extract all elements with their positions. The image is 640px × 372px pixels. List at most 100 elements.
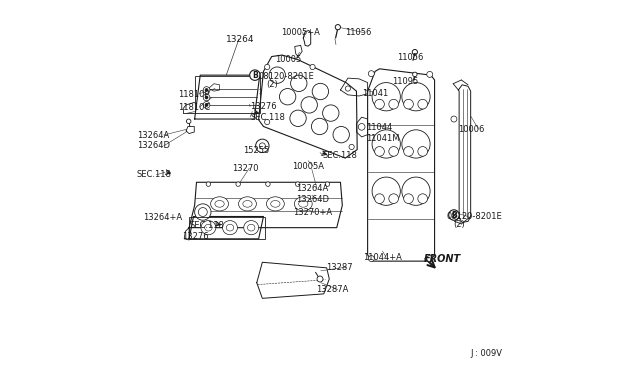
Circle shape bbox=[402, 83, 430, 111]
Circle shape bbox=[369, 256, 374, 262]
Polygon shape bbox=[257, 262, 330, 298]
Text: SEC.118: SEC.118 bbox=[323, 151, 358, 160]
Ellipse shape bbox=[211, 197, 228, 211]
Circle shape bbox=[312, 118, 328, 135]
Circle shape bbox=[186, 119, 191, 124]
Ellipse shape bbox=[294, 197, 312, 211]
Circle shape bbox=[358, 124, 365, 130]
Circle shape bbox=[205, 96, 208, 99]
Text: 11810P: 11810P bbox=[178, 90, 209, 99]
Circle shape bbox=[198, 208, 207, 217]
Circle shape bbox=[310, 64, 315, 70]
Circle shape bbox=[372, 177, 401, 205]
Circle shape bbox=[413, 72, 417, 77]
Ellipse shape bbox=[215, 201, 224, 207]
Polygon shape bbox=[356, 117, 367, 137]
Text: SEC.118: SEC.118 bbox=[189, 221, 224, 230]
Circle shape bbox=[269, 67, 285, 83]
Text: 13276: 13276 bbox=[250, 102, 276, 111]
Circle shape bbox=[317, 276, 323, 282]
Circle shape bbox=[259, 143, 266, 149]
Ellipse shape bbox=[239, 197, 257, 211]
Circle shape bbox=[404, 194, 413, 203]
Polygon shape bbox=[195, 75, 260, 119]
Text: 13264D: 13264D bbox=[137, 141, 170, 150]
Polygon shape bbox=[209, 84, 220, 91]
Circle shape bbox=[250, 70, 260, 80]
Text: 13287A: 13287A bbox=[316, 285, 349, 294]
Ellipse shape bbox=[227, 224, 234, 231]
Circle shape bbox=[418, 147, 428, 156]
Text: 11041: 11041 bbox=[362, 89, 388, 98]
Text: 13270: 13270 bbox=[232, 164, 259, 173]
Polygon shape bbox=[189, 182, 342, 228]
Text: (2): (2) bbox=[453, 220, 465, 229]
Polygon shape bbox=[458, 85, 470, 222]
Circle shape bbox=[418, 194, 428, 203]
Circle shape bbox=[255, 139, 269, 153]
Circle shape bbox=[291, 75, 307, 92]
Text: 13270+A: 13270+A bbox=[293, 208, 332, 217]
Circle shape bbox=[203, 94, 210, 101]
Text: 10005: 10005 bbox=[275, 55, 301, 64]
Circle shape bbox=[203, 87, 210, 93]
Text: B: B bbox=[252, 71, 258, 80]
Ellipse shape bbox=[271, 201, 280, 207]
Circle shape bbox=[427, 71, 433, 77]
Text: 08120-8201E: 08120-8201E bbox=[259, 72, 314, 81]
Circle shape bbox=[412, 49, 417, 55]
Text: B: B bbox=[451, 211, 457, 219]
Circle shape bbox=[449, 210, 459, 220]
Ellipse shape bbox=[266, 197, 284, 211]
Circle shape bbox=[404, 147, 413, 156]
Polygon shape bbox=[259, 55, 357, 158]
Ellipse shape bbox=[243, 201, 252, 207]
Polygon shape bbox=[367, 69, 435, 261]
Circle shape bbox=[404, 99, 413, 109]
Text: 13264A: 13264A bbox=[137, 131, 169, 140]
Circle shape bbox=[402, 177, 430, 205]
Circle shape bbox=[266, 182, 270, 186]
Circle shape bbox=[346, 86, 351, 91]
Bar bbox=[195, 76, 260, 113]
Circle shape bbox=[451, 116, 457, 122]
Circle shape bbox=[374, 147, 385, 156]
Text: 11056: 11056 bbox=[346, 28, 372, 37]
Text: 13264A: 13264A bbox=[296, 184, 328, 193]
Text: 13264: 13264 bbox=[226, 35, 254, 44]
Circle shape bbox=[349, 144, 354, 150]
Circle shape bbox=[389, 194, 399, 203]
Circle shape bbox=[325, 182, 330, 186]
Circle shape bbox=[264, 119, 270, 125]
Circle shape bbox=[195, 204, 211, 220]
Text: 08120-8201E: 08120-8201E bbox=[447, 212, 502, 221]
Text: SEC.118: SEC.118 bbox=[250, 113, 285, 122]
Circle shape bbox=[372, 130, 401, 158]
Circle shape bbox=[372, 83, 401, 111]
Circle shape bbox=[205, 103, 208, 106]
Text: 10005A: 10005A bbox=[292, 162, 324, 171]
Circle shape bbox=[389, 99, 399, 109]
Ellipse shape bbox=[299, 201, 308, 207]
Text: 11810C: 11810C bbox=[178, 103, 210, 112]
Polygon shape bbox=[303, 31, 310, 46]
Text: 11044: 11044 bbox=[365, 123, 392, 132]
Polygon shape bbox=[186, 126, 195, 134]
Polygon shape bbox=[340, 78, 367, 96]
Text: 11095: 11095 bbox=[392, 77, 419, 86]
Ellipse shape bbox=[248, 224, 255, 231]
Text: 13287: 13287 bbox=[326, 263, 353, 272]
Polygon shape bbox=[189, 217, 264, 239]
Text: 15255: 15255 bbox=[243, 146, 269, 155]
Text: J : 009V: J : 009V bbox=[470, 349, 502, 358]
Circle shape bbox=[264, 64, 270, 70]
Text: 11044+A: 11044+A bbox=[364, 253, 403, 262]
Ellipse shape bbox=[244, 221, 259, 235]
Text: 13276: 13276 bbox=[182, 232, 209, 241]
Circle shape bbox=[369, 71, 374, 77]
Circle shape bbox=[206, 182, 211, 186]
Polygon shape bbox=[294, 45, 302, 57]
Circle shape bbox=[335, 25, 340, 30]
Polygon shape bbox=[184, 228, 189, 240]
Circle shape bbox=[290, 110, 306, 126]
